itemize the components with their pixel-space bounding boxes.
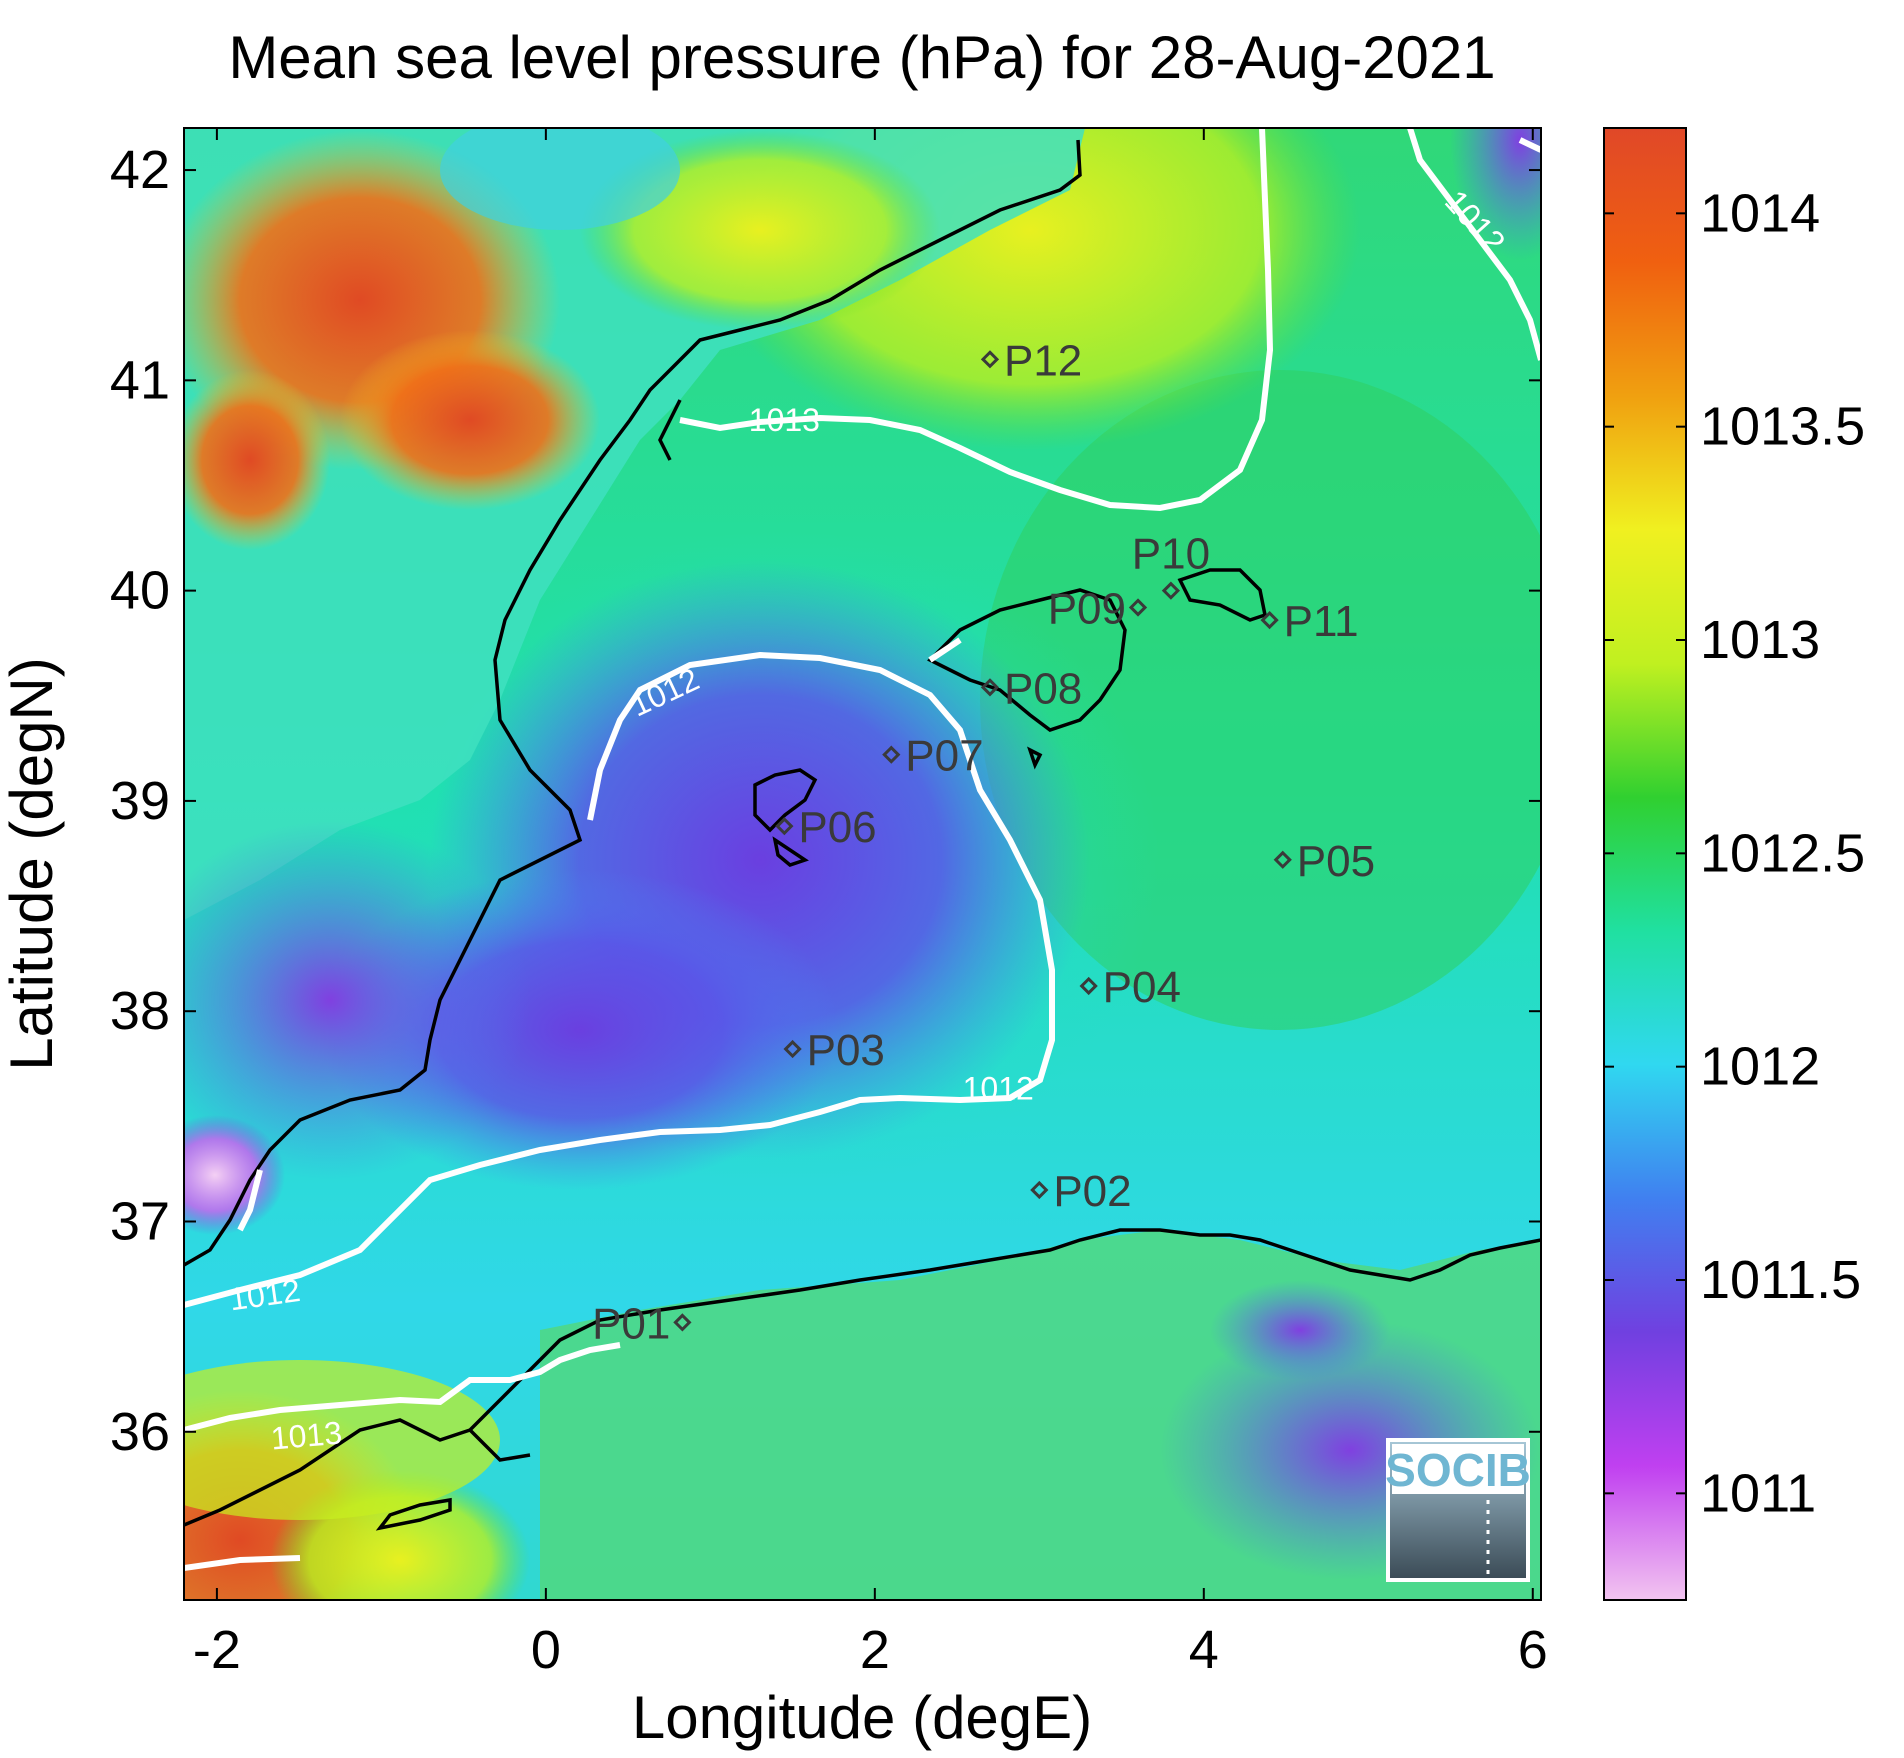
contour-label: 1013	[269, 1414, 343, 1456]
chart-title: Mean sea level pressure (hPa) for 28-Aug…	[228, 24, 1495, 91]
colorbar-tick-label: 1013.5	[1700, 397, 1865, 457]
y-tick-label: 37	[110, 1191, 170, 1251]
station-p01: P01	[592, 1299, 692, 1348]
station-p07: P07	[882, 732, 984, 781]
station-marker	[1079, 976, 1098, 996]
isobar-1013-north	[679, 128, 1274, 512]
y-axis: 36 37 38 39 40 41 42	[110, 140, 1541, 1462]
colorbar-tick-label: 1014	[1700, 183, 1820, 243]
station-marker	[1128, 598, 1148, 617]
isobar-1012-low	[184, 651, 1055, 1308]
y-tick-label: 41	[110, 350, 170, 410]
isobar-1012-coast	[928, 637, 962, 663]
station-p11: P11	[1260, 597, 1359, 646]
colorbar-tick-label: 1012.5	[1700, 823, 1865, 883]
station-p08: P08	[980, 664, 1082, 713]
station-label: P01	[592, 1299, 670, 1348]
y-tick-label: 38	[110, 981, 170, 1041]
station-label: P02	[1053, 1167, 1131, 1216]
station-marker	[1161, 581, 1181, 600]
station-label: P05	[1297, 837, 1375, 886]
station-label: P08	[1004, 664, 1082, 713]
socib-logo: SOCIB	[1385, 1438, 1531, 1582]
station-label: P07	[905, 732, 983, 781]
station-marker	[775, 817, 794, 836]
y-axis-label: Latitude (degN)	[0, 657, 65, 1071]
station-p12: P12	[980, 336, 1082, 385]
station-marker	[1030, 1180, 1049, 1200]
station-label: P11	[1284, 597, 1359, 646]
station-label: P12	[1004, 336, 1082, 385]
x-tick-label: 0	[531, 1620, 561, 1680]
station-p04: P04	[1079, 963, 1181, 1012]
station-p02: P02	[1030, 1167, 1132, 1216]
station-label: P06	[798, 803, 876, 852]
pressure-field	[184, 128, 1541, 1600]
plot-frame	[183, 127, 1542, 1601]
station-p10: P10	[1132, 530, 1210, 600]
x-axis-label: Longitude (degE)	[632, 1684, 1092, 1751]
isobar-1012-ne	[1407, 128, 1541, 361]
isobars	[184, 128, 1541, 1571]
station-p09: P09	[1048, 584, 1148, 633]
station-label: P09	[1048, 584, 1126, 633]
station-marker	[980, 678, 1000, 697]
logo-text: SOCIB	[1385, 1444, 1531, 1496]
isobar-1013-sw	[184, 1555, 301, 1571]
station-p05: P05	[1273, 837, 1375, 886]
contour-label: 1013	[749, 402, 820, 438]
y-tick-label: 36	[110, 1402, 170, 1462]
colorbar-tick-label: 1012	[1700, 1037, 1820, 1097]
station-marker	[1260, 610, 1279, 630]
y-tick-label: 40	[110, 561, 170, 621]
colorbar-gradient	[1603, 127, 1687, 1601]
station-marker	[980, 350, 1000, 369]
x-axis: -2 0 2 4 6	[193, 128, 1548, 1680]
isobar-1012-sespain	[237, 1169, 263, 1232]
station-label: P04	[1103, 963, 1181, 1012]
colorbar-tick-label: 1011.5	[1700, 1250, 1861, 1310]
station-marker	[1273, 850, 1292, 869]
x-tick-label: 2	[860, 1620, 890, 1680]
x-tick-label: 4	[1189, 1620, 1219, 1680]
station-marker	[673, 1313, 692, 1332]
colorbar-ticks: 1011 1011.5 1012 1012.5 1013 1013.5 1014	[1604, 183, 1865, 1523]
x-tick-label: -2	[193, 1620, 241, 1680]
station-marker	[882, 745, 901, 764]
colorbar-tick-label: 1011	[1700, 1463, 1816, 1523]
colorbar-tick-label: 1013	[1700, 610, 1820, 670]
isobar-1012-ne-corner	[1518, 137, 1541, 153]
y-tick-label: 39	[110, 771, 170, 831]
station-marker	[783, 1039, 802, 1059]
station-p06: P06	[775, 803, 877, 852]
colorbar: 1011 1011.5 1012 1012.5 1013 1013.5 1014	[1603, 127, 1865, 1601]
isobar-1013-south	[184, 1342, 621, 1433]
station-p03: P03	[783, 1026, 885, 1075]
contour-label: 1012	[963, 1071, 1034, 1107]
y-tick-label: 42	[110, 140, 170, 200]
x-tick-label: 6	[1518, 1620, 1548, 1680]
station-label: P03	[807, 1026, 885, 1075]
station-label: P10	[1132, 530, 1210, 579]
